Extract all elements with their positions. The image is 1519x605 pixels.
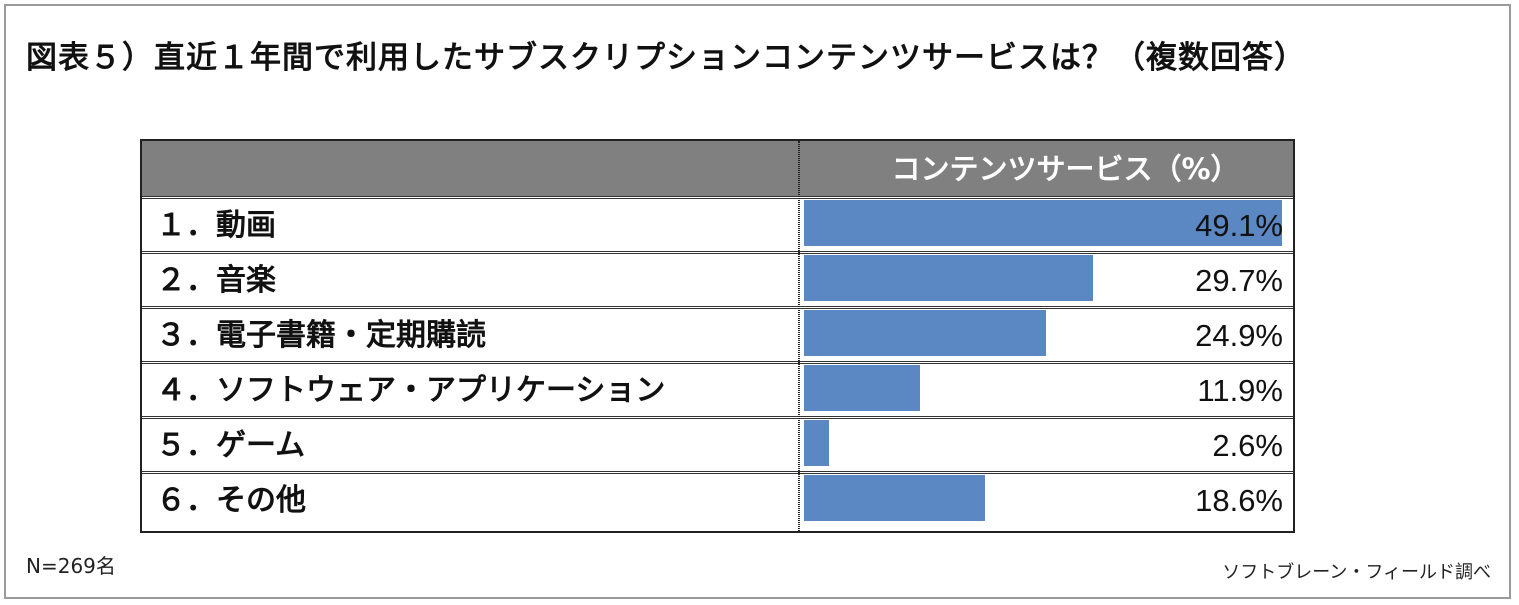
table-row: ４．ソフトウェア・アプリケーション 11.9% xyxy=(142,363,1293,418)
row-separator xyxy=(142,196,1293,199)
category-label: ４．ソフトウェア・アプリケーション xyxy=(156,373,666,408)
value-bar xyxy=(804,310,1046,356)
row-separator xyxy=(142,471,1293,474)
value-label: 24.9% xyxy=(1195,318,1283,353)
chart-title: 図表５）直近１年間で利用したサブスクリプションコンテンツサービスは？（複数回答） xyxy=(26,40,1306,76)
value-label: 29.7% xyxy=(1195,263,1283,298)
value-bar xyxy=(804,255,1093,301)
table-header: コンテンツサービス（%） xyxy=(142,141,1293,197)
category-label: ６．その他 xyxy=(156,483,306,518)
column-header: コンテンツサービス（%） xyxy=(891,152,1240,186)
table-row: ３．電子書籍・定期購読 24.9% xyxy=(142,308,1293,363)
row-separator xyxy=(142,361,1293,364)
row-separator xyxy=(142,416,1293,419)
chart-frame: 図表５）直近１年間で利用したサブスクリプションコンテンツサービスは？（複数回答）… xyxy=(4,4,1511,599)
table-row: ２．音楽 29.7% xyxy=(142,253,1293,308)
source-credit: ソフトブレーン・フィールド調べ xyxy=(1222,562,1491,583)
value-bar xyxy=(804,200,1282,246)
table-row: １．動画 49.1% xyxy=(142,198,1293,253)
table-row: ６．その他 18.6% xyxy=(142,473,1293,528)
column-divider xyxy=(798,141,800,531)
category-label: ５．ゲーム xyxy=(156,428,306,463)
table-row: ５．ゲーム 2.6% xyxy=(142,418,1293,473)
value-label: 18.6% xyxy=(1195,483,1283,518)
category-label: ３．電子書籍・定期購読 xyxy=(156,318,486,353)
value-label: 11.9% xyxy=(1197,373,1283,408)
value-bar xyxy=(804,420,829,466)
value-bar xyxy=(804,365,920,411)
category-label: ２．音楽 xyxy=(156,263,276,298)
sample-size-note: N=269名 xyxy=(26,554,116,578)
category-label: １．動画 xyxy=(156,208,276,243)
row-separator xyxy=(142,251,1293,254)
row-separator xyxy=(142,306,1293,309)
data-table: コンテンツサービス（%） １．動画 49.1% ２．音楽 29.7% ３．電子書籍・定期… xyxy=(140,139,1295,533)
value-bar xyxy=(804,475,985,521)
value-label: 2.6% xyxy=(1212,428,1283,463)
value-label: 49.1% xyxy=(1195,208,1283,243)
